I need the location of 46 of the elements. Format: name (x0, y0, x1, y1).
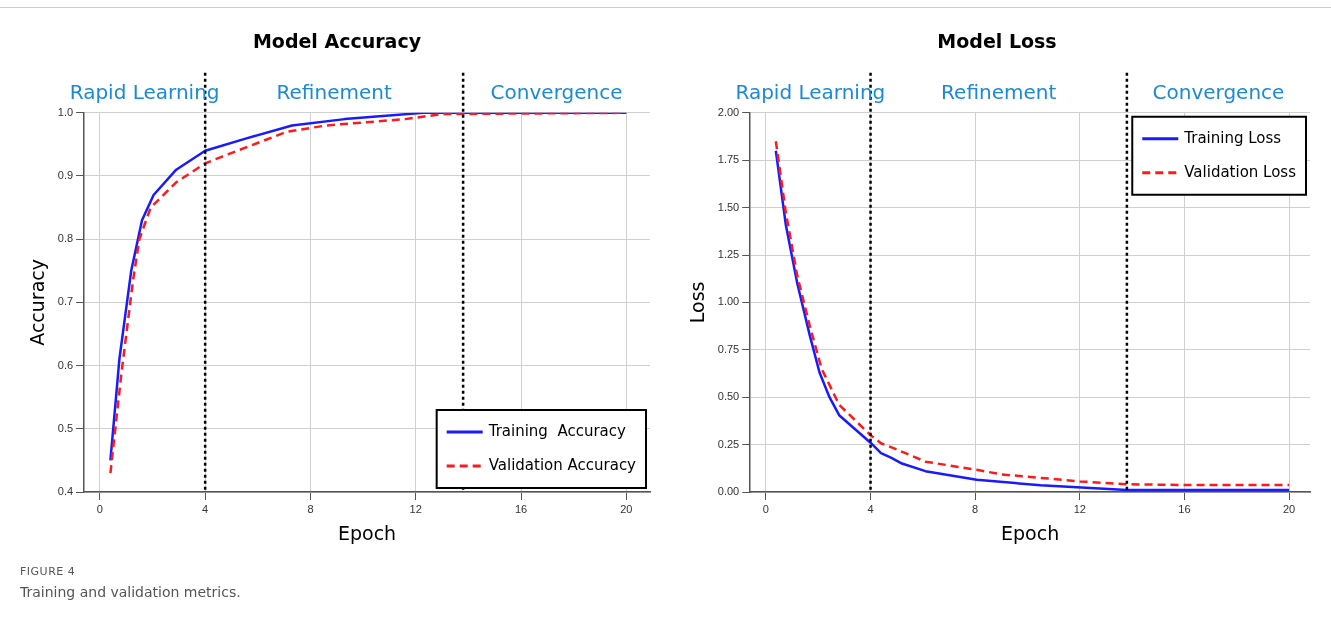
y-tick-label: 1.75 (717, 153, 740, 166)
y-tick-label: 0.7 (57, 295, 74, 308)
x-tick-label: 0 (762, 502, 769, 515)
x-axis-title: Epoch (1001, 521, 1060, 544)
y-tick-label: 0.25 (717, 437, 740, 450)
y-tick-label: 0.9 (57, 169, 74, 182)
text: Rapid Learning (69, 79, 220, 104)
legend-label: Validation Loss (1184, 162, 1297, 181)
chart-title: Model Loss (937, 30, 1057, 53)
legend-label: Training Loss (1183, 128, 1282, 147)
y-tick-label: 0.8 (57, 232, 74, 245)
y-tick-label: 0.00 (717, 485, 740, 498)
x-tick-label: 12 (409, 502, 422, 515)
x-tick-label: 16 (1178, 502, 1191, 515)
x-axis-title: Epoch (337, 521, 397, 544)
x-tick-label: 4 (202, 502, 209, 515)
y-axis-title: Loss (686, 281, 709, 324)
caption: FIGURE 4 (20, 564, 77, 580)
x-tick-label: 16 (514, 502, 528, 515)
y-tick-label: 1.50 (717, 200, 740, 213)
chart-title: Model Accuracy (252, 30, 422, 53)
text: Convergence (490, 79, 623, 104)
x-tick-label: 20 (1282, 502, 1296, 515)
x-tick-label: 8 (972, 502, 979, 515)
y-axis-title: Accuracy (26, 259, 49, 346)
x-tick-label: 12 (1073, 502, 1086, 515)
y-tick-label: 0.5 (57, 421, 74, 434)
y-tick-label: 2.00 (717, 105, 740, 118)
x-tick-label: 20 (620, 502, 633, 515)
text: Rapid Learning (735, 79, 886, 104)
text: Convergence (1152, 79, 1285, 104)
legend-label: Validation Accuracy (488, 455, 637, 474)
y-tick-label: 1.0 (57, 105, 74, 118)
text: Refinement (276, 79, 392, 104)
text: Training and validation metrics. (20, 583, 241, 602)
y-tick-label: 0.75 (717, 342, 740, 355)
x-tick-label: 8 (307, 502, 314, 515)
y-tick-label: 1.25 (717, 248, 740, 261)
y-tick-label: 0.4 (57, 485, 74, 498)
x-tick-label: 0 (96, 502, 103, 515)
y-tick-label: 0.6 (57, 358, 74, 371)
legend-label: Training Accuracy (487, 421, 627, 440)
x-tick-label: 4 (867, 502, 874, 515)
y-tick-label: 0.50 (717, 390, 740, 403)
y-tick-label: 1.00 (717, 295, 740, 308)
text: Refinement (941, 79, 1057, 104)
